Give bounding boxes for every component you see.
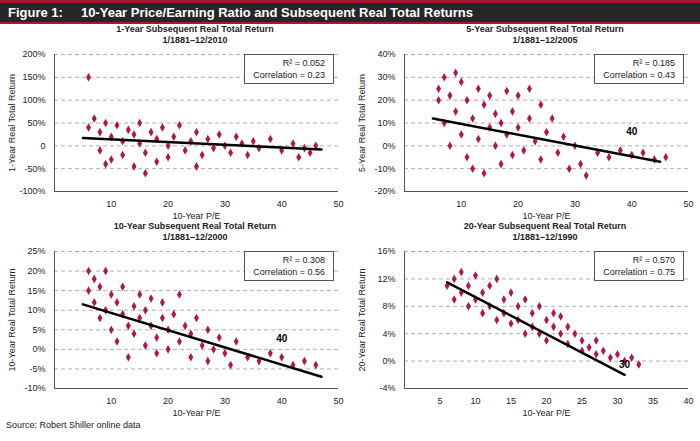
html-text:1-Year Subsequent Real Total R: 1-Year Subsequent Real Total Return bbox=[116, 24, 274, 34]
html-text:1/1881–12/1990: 1/1881–12/1990 bbox=[512, 232, 578, 242]
svg-text:20: 20 bbox=[163, 396, 173, 406]
svg-text:15%: 15% bbox=[27, 286, 45, 296]
svg-text:10: 10 bbox=[106, 396, 116, 406]
html-text:20-Year Subsequent Real Total: 20-Year Subsequent Real Total Return bbox=[463, 221, 627, 231]
svg-text:0: 0 bbox=[40, 141, 45, 151]
html-text:Correlation = 0.56: Correlation = 0.56 bbox=[253, 267, 325, 277]
html-text:R² = 0.052: R² = 0.052 bbox=[282, 58, 325, 68]
svg-text:10: 10 bbox=[470, 396, 480, 406]
svg-text:30: 30 bbox=[220, 199, 230, 209]
svg-text:30: 30 bbox=[612, 396, 622, 406]
svg-text:150%: 150% bbox=[22, 72, 45, 82]
svg-text:10-Year Real Total Return: 10-Year Real Total Return bbox=[7, 268, 17, 371]
svg-text:8%: 8% bbox=[382, 301, 395, 311]
svg-text:0%: 0% bbox=[382, 356, 395, 366]
svg-text:40%: 40% bbox=[377, 49, 395, 59]
svg-text:15: 15 bbox=[506, 396, 516, 406]
svg-text:100%: 100% bbox=[22, 95, 45, 105]
svg-text:10: 10 bbox=[106, 199, 116, 209]
svg-text:40: 40 bbox=[277, 199, 287, 209]
svg-text:30: 30 bbox=[220, 396, 230, 406]
html-text:R² = 0.185: R² = 0.185 bbox=[632, 58, 675, 68]
svg-text:30: 30 bbox=[570, 199, 580, 209]
svg-text:50%: 50% bbox=[27, 118, 45, 128]
svg-text:30%: 30% bbox=[377, 72, 395, 82]
svg-text:10%: 10% bbox=[377, 118, 395, 128]
svg-text:20: 20 bbox=[541, 396, 551, 406]
svg-text:-5%: -5% bbox=[29, 364, 45, 374]
svg-text:0%: 0% bbox=[32, 344, 45, 354]
svg-text:12%: 12% bbox=[377, 274, 395, 284]
html-text:R² = 0.308: R² = 0.308 bbox=[282, 255, 325, 265]
html-text:Correlation = 0.75: Correlation = 0.75 bbox=[603, 267, 675, 277]
svg-text:-10%: -10% bbox=[374, 164, 395, 174]
svg-text:16%: 16% bbox=[377, 246, 395, 256]
svg-text:-4%: -4% bbox=[379, 383, 395, 393]
svg-text:25: 25 bbox=[577, 396, 587, 406]
svg-text:40: 40 bbox=[626, 126, 638, 137]
svg-text:10%: 10% bbox=[27, 305, 45, 315]
svg-text:10: 10 bbox=[456, 199, 466, 209]
svg-text:25%: 25% bbox=[27, 246, 45, 256]
svg-text:50: 50 bbox=[333, 199, 343, 209]
svg-text:40: 40 bbox=[277, 396, 287, 406]
html-text:Source: Robert Shiller online: Source: Robert Shiller online data bbox=[6, 420, 141, 430]
svg-text:1-Year Real Total Return: 1-Year Real Total Return bbox=[7, 74, 17, 172]
svg-text:50: 50 bbox=[333, 396, 343, 406]
svg-text:35: 35 bbox=[648, 396, 658, 406]
html-text:1/1881–12/2005: 1/1881–12/2005 bbox=[512, 35, 578, 45]
svg-text:10-Year P/E: 10-Year P/E bbox=[172, 408, 220, 418]
svg-text:5-Year Real Total Return: 5-Year Real Total Return bbox=[357, 74, 367, 172]
svg-text:200%: 200% bbox=[22, 49, 45, 59]
html-text:10-Year Price/Earning Ratio an: 10-Year Price/Earning Ratio and Subseque… bbox=[80, 5, 473, 20]
svg-text:20: 20 bbox=[163, 199, 173, 209]
svg-text:-100%: -100% bbox=[19, 186, 45, 196]
html-text:1/1881–12/2010: 1/1881–12/2010 bbox=[162, 35, 228, 45]
svg-text:20%: 20% bbox=[27, 266, 45, 276]
svg-text:20%: 20% bbox=[377, 95, 395, 105]
svg-text:40: 40 bbox=[683, 396, 693, 406]
svg-text:20-Year Real Total Return: 20-Year Real Total Return bbox=[357, 268, 367, 371]
svg-text:30: 30 bbox=[619, 359, 631, 370]
svg-text:50: 50 bbox=[683, 199, 693, 209]
svg-text:40: 40 bbox=[627, 199, 637, 209]
svg-text:-20%: -20% bbox=[374, 186, 395, 196]
html-text:R² = 0.570: R² = 0.570 bbox=[632, 255, 675, 265]
svg-text:0%: 0% bbox=[382, 141, 395, 151]
svg-text:40: 40 bbox=[276, 333, 288, 344]
svg-text:5: 5 bbox=[437, 396, 442, 406]
svg-text:-50%: -50% bbox=[24, 164, 45, 174]
svg-text:10-Year P/E: 10-Year P/E bbox=[522, 408, 570, 418]
html-text:Correlation = 0.43: Correlation = 0.43 bbox=[603, 70, 675, 80]
html-text:1/1881–12/2000: 1/1881–12/2000 bbox=[162, 232, 228, 242]
svg-text:-10%: -10% bbox=[24, 383, 45, 393]
html-text:10-Year Subsequent Real Total: 10-Year Subsequent Real Total Return bbox=[113, 221, 277, 231]
svg-text:4%: 4% bbox=[382, 329, 395, 339]
html-text:Correlation = 0.23: Correlation = 0.23 bbox=[253, 70, 325, 80]
svg-text:20: 20 bbox=[513, 199, 523, 209]
html-text:5-Year Subsequent Real Total R: 5-Year Subsequent Real Total Return bbox=[466, 24, 624, 34]
html-text:Figure 1:: Figure 1: bbox=[8, 5, 63, 20]
svg-text:10-Year P/E: 10-Year P/E bbox=[522, 211, 570, 221]
svg-text:10-Year P/E: 10-Year P/E bbox=[172, 211, 220, 221]
svg-text:5%: 5% bbox=[32, 325, 45, 335]
